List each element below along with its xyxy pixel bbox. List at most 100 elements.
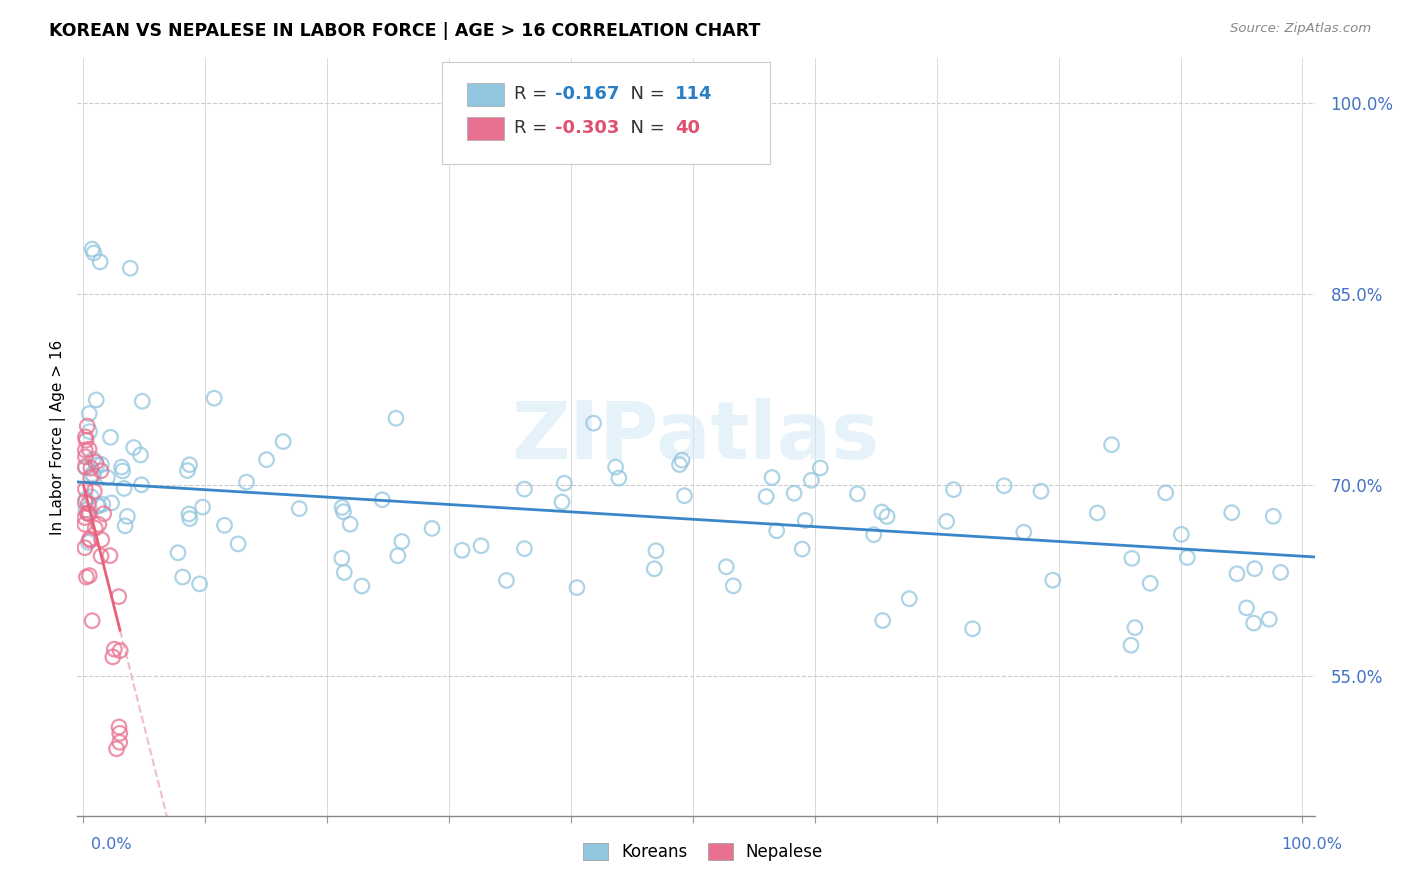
Point	[1119, 638, 1142, 652]
Point	[1012, 525, 1035, 540]
Point	[794, 513, 817, 527]
Point	[172, 570, 194, 584]
Legend: Koreans, Nepalese: Koreans, Nepalese	[576, 836, 830, 868]
Point	[89, 255, 111, 269]
Point	[935, 515, 957, 529]
Text: N =: N =	[619, 85, 671, 103]
Point	[75, 461, 97, 475]
Point	[75, 434, 97, 448]
Point	[385, 411, 408, 425]
Point	[75, 491, 97, 506]
Point	[73, 541, 96, 555]
Text: -0.167: -0.167	[555, 85, 619, 103]
Point	[82, 452, 104, 467]
Point	[77, 507, 100, 521]
Point	[108, 643, 131, 657]
Text: 100.0%: 100.0%	[1282, 838, 1343, 852]
Point	[288, 501, 311, 516]
Point	[668, 458, 690, 472]
Point	[75, 570, 97, 584]
Point	[108, 735, 131, 749]
Point	[332, 505, 354, 519]
Point	[551, 495, 574, 509]
Point	[993, 479, 1015, 493]
Point	[90, 549, 112, 563]
Point	[83, 484, 105, 499]
Point	[84, 392, 107, 407]
Point	[1154, 486, 1177, 500]
Point	[716, 559, 738, 574]
Point	[112, 482, 135, 496]
Point	[1220, 506, 1243, 520]
Point	[77, 442, 100, 457]
Point	[100, 496, 122, 510]
Point	[846, 487, 869, 501]
Text: KOREAN VS NEPALESE IN LABOR FORCE | AGE > 16 CORRELATION CHART: KOREAN VS NEPALESE IN LABOR FORCE | AGE …	[49, 22, 761, 40]
Text: -0.303: -0.303	[555, 119, 619, 136]
Y-axis label: In Labor Force | Age > 16: In Labor Force | Age > 16	[51, 340, 66, 534]
Point	[1258, 612, 1281, 626]
Point	[451, 543, 474, 558]
Point	[761, 470, 783, 484]
Point	[330, 551, 353, 566]
Point	[1270, 566, 1292, 580]
Point	[82, 614, 104, 628]
Point	[90, 458, 112, 472]
Point	[235, 475, 257, 489]
Point	[765, 524, 787, 538]
Point	[77, 497, 100, 511]
Point	[79, 470, 101, 484]
Point	[1123, 621, 1146, 635]
Point	[256, 452, 278, 467]
Point	[1085, 506, 1108, 520]
Point	[75, 443, 97, 458]
Point	[122, 441, 145, 455]
Point	[1042, 573, 1064, 587]
Point	[391, 534, 413, 549]
Point	[82, 468, 104, 483]
Point	[513, 482, 536, 496]
Point	[755, 490, 778, 504]
Text: Source: ZipAtlas.com: Source: ZipAtlas.com	[1230, 22, 1371, 36]
Point	[962, 622, 984, 636]
Point	[330, 500, 353, 515]
Point	[117, 509, 139, 524]
Point	[111, 460, 134, 475]
Point	[1101, 438, 1123, 452]
Point	[131, 477, 153, 491]
Point	[75, 495, 97, 509]
Point	[387, 549, 409, 563]
Point	[111, 464, 134, 478]
Point	[87, 517, 110, 532]
Point	[101, 649, 124, 664]
Point	[872, 614, 894, 628]
Point	[179, 458, 201, 472]
FancyBboxPatch shape	[443, 62, 770, 164]
Point	[1139, 576, 1161, 591]
Text: N =: N =	[619, 119, 671, 136]
Text: 40: 40	[675, 119, 700, 136]
Text: R =: R =	[515, 119, 553, 136]
Point	[75, 482, 97, 496]
Point	[108, 726, 131, 740]
Point	[75, 430, 97, 444]
Point	[643, 562, 665, 576]
Point	[77, 535, 100, 549]
Point	[513, 541, 536, 556]
Point	[108, 720, 131, 734]
Point	[103, 642, 125, 657]
Point	[1170, 527, 1192, 541]
Point	[188, 577, 211, 591]
Point	[79, 532, 101, 546]
Point	[339, 517, 361, 532]
Point	[420, 521, 443, 535]
Point	[565, 581, 588, 595]
Point	[93, 507, 115, 521]
Point	[76, 419, 98, 434]
Point	[73, 517, 96, 532]
Point	[79, 425, 101, 439]
Point	[177, 507, 200, 521]
Point	[176, 464, 198, 478]
Point	[105, 741, 128, 756]
Point	[191, 500, 214, 514]
